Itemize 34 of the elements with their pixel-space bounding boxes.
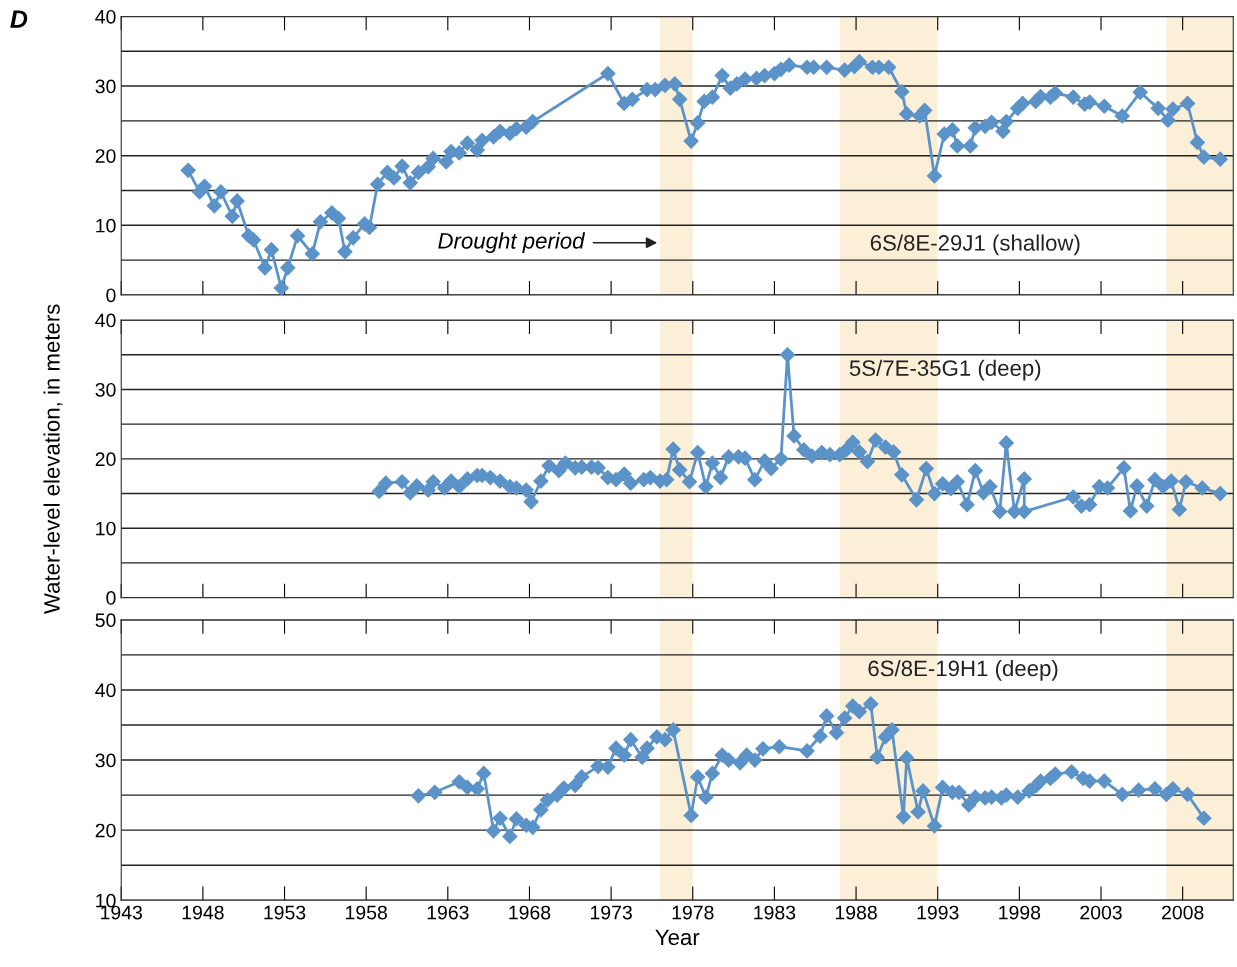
y-tick-label: 40	[95, 9, 116, 24]
y-tick-label: 20	[95, 452, 116, 467]
y-tick-label: 20	[95, 149, 116, 163]
x-tick-label: 1988	[835, 905, 877, 920]
x-tick-label: 1948	[182, 905, 224, 920]
y-tick-label: 0	[106, 591, 116, 605]
y-axis-title: Water-level elevation, in meters	[43, 304, 63, 614]
y-tick-label: 10	[96, 218, 116, 233]
x-tick-label: 1983	[754, 905, 796, 920]
x-tick-label: 1993	[917, 905, 959, 920]
x-tick-label: 1953	[264, 905, 306, 920]
y-tick-label: 30	[95, 79, 116, 94]
x-tick-label: 1978	[672, 905, 714, 920]
x-tick-label: 1963	[427, 905, 469, 920]
y-tick-label: 30	[95, 382, 116, 397]
x-tick-label: 1958	[346, 905, 387, 920]
text: 6S/8E-19H1 (deep)	[868, 659, 1058, 681]
x-axis-title: Year	[655, 929, 700, 946]
text: 5S/7E-35G1 (deep)	[849, 359, 1041, 381]
y-tick-label: 40	[95, 683, 116, 698]
y-tick-label: 30	[95, 753, 116, 768]
x-tick-label: 2003	[1080, 905, 1122, 920]
y-tick-label: 50	[95, 613, 116, 628]
y-tick-label: 0	[106, 288, 116, 303]
x-tick-label: 1998	[999, 905, 1041, 920]
x-tick-label: 1973	[590, 905, 632, 920]
y-tick-label: 40	[95, 313, 116, 328]
y-tick-label: 10	[96, 521, 116, 536]
x-tick-label: 1968	[509, 905, 551, 920]
text: D	[10, 10, 28, 28]
text: 6S/8E-29J1 (shallow)	[870, 234, 1080, 256]
annotation: Drought period	[438, 232, 586, 254]
x-tick-label: 2008	[1162, 905, 1204, 920]
y-tick-label: 20	[95, 823, 116, 838]
